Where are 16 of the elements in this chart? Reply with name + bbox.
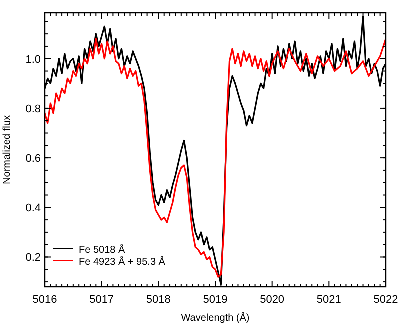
- legend-label: Fe 4923 Å + 95.3 Å: [79, 256, 166, 268]
- y-tick-label: 0.2: [26, 252, 41, 264]
- x-tick-label: 5019: [203, 294, 228, 306]
- y-axis-title: Normalized flux: [2, 116, 13, 184]
- legend-label: Fe 5018 Å: [79, 244, 126, 256]
- x-tick-label: 5021: [316, 294, 342, 306]
- x-tick-label: 5017: [90, 294, 114, 306]
- y-tick-label: 0.8: [26, 103, 41, 116]
- y-tick-label: 0.4: [26, 202, 41, 215]
- y-tick-label: 1.0: [26, 54, 41, 66]
- x-tick-label: 5022: [374, 294, 398, 306]
- y-tick-label: 0.6: [26, 153, 41, 166]
- x-axis-title: Wavelength (Å): [181, 312, 250, 324]
- x-tick-label: 5020: [260, 294, 285, 306]
- x-tick-label: 5018: [146, 294, 171, 306]
- x-tick-label: 5016: [32, 294, 58, 306]
